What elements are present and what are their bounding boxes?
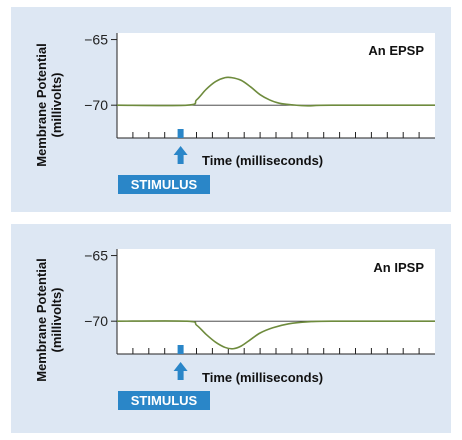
epsp-stimulus-marker bbox=[177, 129, 184, 138]
epsp-ylabel-line1: Membrane Potential bbox=[34, 43, 49, 167]
ipsp-ylabel-line2: (millivolts) bbox=[49, 287, 64, 352]
epsp-xlabel: Time (milliseconds) bbox=[202, 153, 323, 168]
epsp-ylabel-line2: (millivolts) bbox=[49, 72, 64, 137]
ipsp-xlabel: Time (milliseconds) bbox=[202, 370, 323, 385]
ipsp-stimulus-label: STIMULUS bbox=[131, 393, 198, 408]
epsp-stimulus-label: STIMULUS bbox=[131, 177, 198, 192]
ipsp-title: An IPSP bbox=[373, 260, 424, 275]
epsp-title: An EPSP bbox=[368, 43, 424, 58]
epsp-ytick-label: −70 bbox=[84, 97, 108, 113]
epsp-stimulus-box bbox=[118, 175, 210, 194]
ipsp-plot-area bbox=[117, 249, 435, 354]
ipsp-stimulus-arrow bbox=[173, 362, 188, 380]
epsp-potential-trace bbox=[116, 76, 436, 107]
ipsp-ytick-label: −70 bbox=[84, 313, 108, 329]
epsp-plot-area bbox=[117, 33, 435, 138]
ipsp-potential-trace bbox=[116, 320, 436, 350]
ipsp-stimulus-box bbox=[118, 391, 210, 410]
epsp-ytick-label: −65 bbox=[84, 32, 108, 48]
ipsp-ytick-label: −65 bbox=[84, 248, 108, 264]
ipsp-ylabel-line1: Membrane Potential bbox=[34, 258, 49, 382]
ipsp-stimulus-marker bbox=[177, 345, 184, 354]
epsp-chart: Membrane Potential (millivolts) An EPSP … bbox=[34, 32, 436, 194]
ipsp-chart: Membrane Potential (millivolts) An IPSP … bbox=[34, 248, 436, 410]
epsp-stimulus-arrow bbox=[173, 146, 188, 164]
